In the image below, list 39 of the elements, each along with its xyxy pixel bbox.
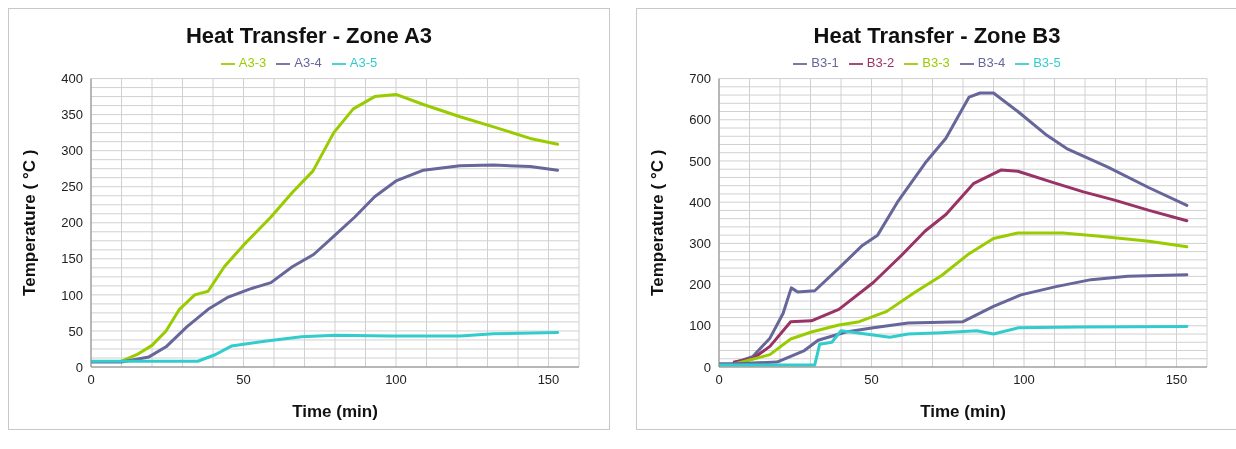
y-tick-label: 0 — [703, 359, 711, 375]
y-tick-label: 150 — [61, 251, 83, 267]
y-tick-label: 300 — [689, 236, 711, 251]
legend-label: A3-4 — [294, 55, 322, 70]
y-tick-label: 250 — [61, 179, 83, 195]
y-tick-label: 300 — [61, 143, 83, 159]
y-tick-label: 400 — [689, 194, 711, 210]
legend-label: B3-1 — [811, 55, 839, 70]
y-tick-label: 200 — [689, 277, 711, 293]
y-tick-label: 500 — [689, 153, 711, 169]
x-tick-label: 50 — [236, 372, 251, 388]
legend-label: A3-3 — [238, 55, 267, 70]
y-tick-label: 200 — [61, 215, 83, 231]
x-tick-label: 50 — [864, 372, 879, 388]
x-tick-label: 100 — [385, 372, 407, 388]
y-tick-label: 400 — [61, 71, 83, 87]
y-tick-label: 350 — [61, 107, 83, 123]
x-axis-title: Time (min) — [920, 402, 1006, 421]
y-tick-label: 50 — [68, 323, 83, 339]
legend-label: B3-2 — [866, 55, 895, 70]
legend-label: A3-5 — [349, 55, 378, 70]
chart-title: Heat Transfer - Zone A3 — [184, 23, 434, 49]
x-tick-label: 0 — [87, 372, 95, 388]
y-axis-title: Temperature ( °C ) — [20, 149, 40, 296]
x-tick-label: 0 — [715, 372, 723, 388]
x-axis-title: Time (min) — [292, 402, 378, 421]
chart-title: Heat Transfer - Zone B3 — [812, 23, 1062, 49]
y-axis-title: Temperature ( °C ) — [648, 149, 668, 296]
y-tick-label: 100 — [689, 318, 711, 334]
legend-label: B3-4 — [977, 55, 1006, 70]
y-tick-label: 700 — [689, 71, 711, 87]
x-tick-label: 150 — [1165, 372, 1188, 388]
legend-label: B3-5 — [1033, 55, 1061, 70]
y-tick-label: 0 — [75, 359, 83, 375]
y-tick-label: 600 — [689, 112, 711, 128]
y-tick-label: 100 — [61, 287, 83, 303]
x-tick-label: 100 — [1013, 372, 1035, 388]
x-tick-label: 150 — [537, 372, 560, 388]
legend-label: B3-3 — [922, 55, 950, 70]
